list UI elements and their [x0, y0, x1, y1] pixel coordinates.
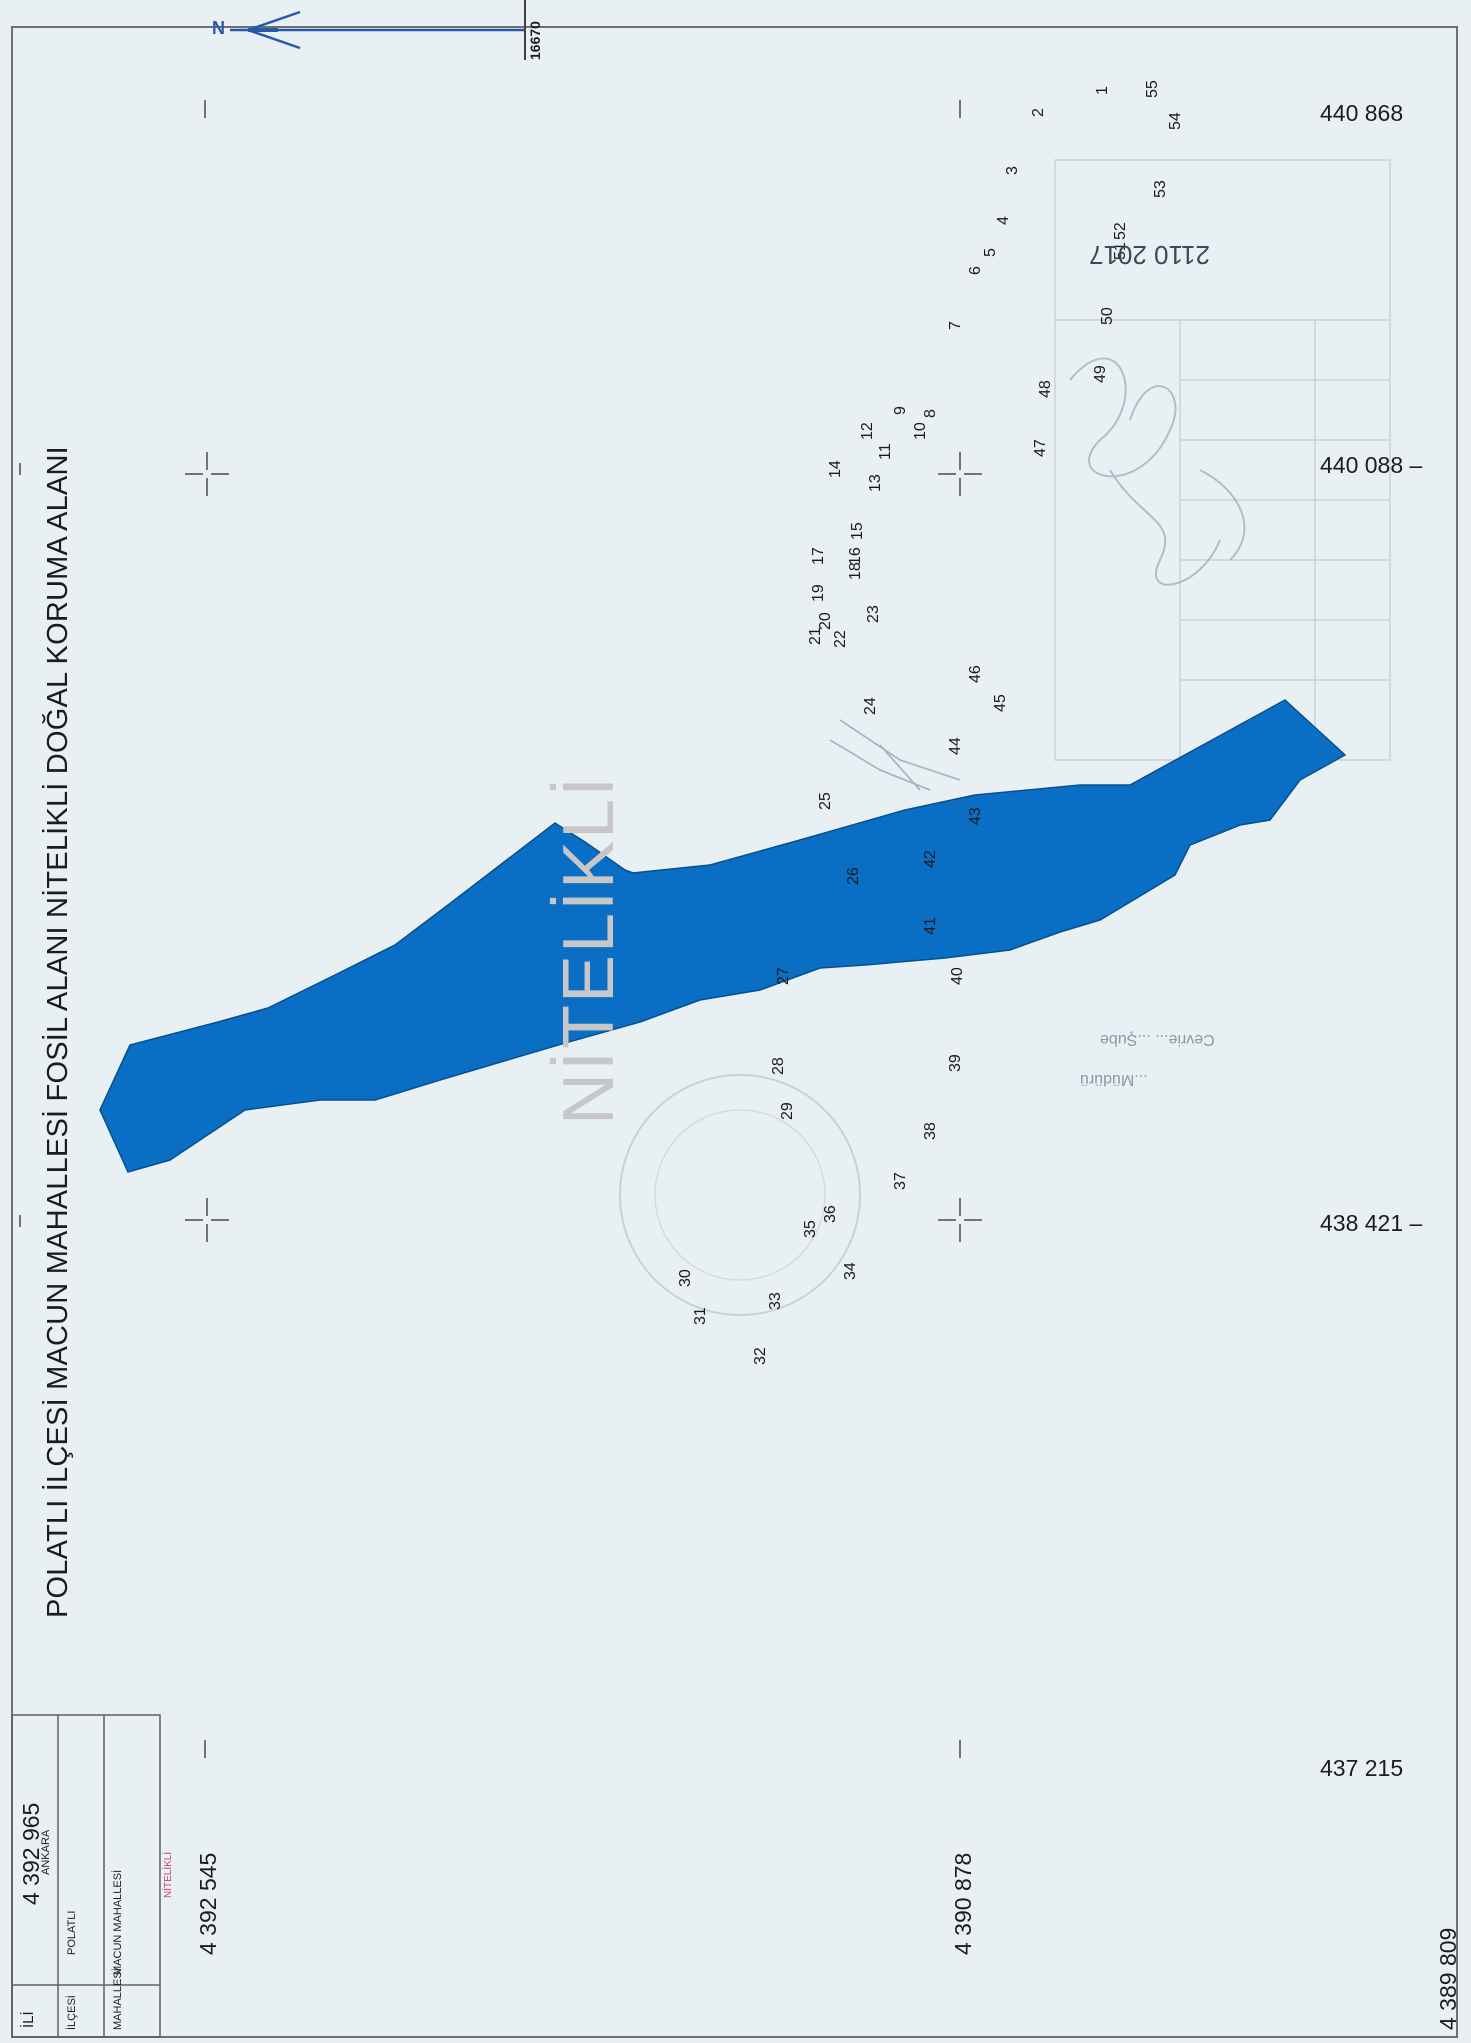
boundary-point-label-41: 41: [922, 917, 939, 935]
boundary-point-label-45: 45: [992, 694, 1009, 712]
coord-label-right-top: 440 868: [1320, 100, 1404, 126]
legend-ilce-label: İLÇESİ: [66, 1995, 78, 2030]
legend-mahalle-value: MACUN MAHALLESİ: [112, 1869, 124, 1975]
boundary-point-label-54: 54: [1167, 112, 1184, 130]
coord-label-right-bottom: 437 215: [1320, 1755, 1404, 1781]
stamp-name-line1: Cevrie... ...Şube: [1100, 1031, 1215, 1048]
grid-crosses: [185, 452, 982, 1242]
boundary-point-label-17: 17: [810, 547, 827, 565]
boundary-point-label-20: 20: [817, 612, 834, 630]
boundary-point-label-5: 5: [982, 248, 999, 257]
official-seal-icon: [619, 1074, 861, 1316]
boundary-point-label-2: 2: [1030, 108, 1047, 117]
boundary-point-label-18: 18: [847, 562, 864, 580]
boundary-point-label-25: 25: [817, 792, 834, 810]
boundary-point-label-14: 14: [827, 460, 844, 478]
legend-mahalle-label: MAHALLESİ: [112, 1968, 124, 2030]
boundary-point-label-30: 30: [677, 1269, 694, 1287]
boundary-point-label-24: 24: [862, 697, 879, 715]
legend-category: NİTELİKLİ: [163, 1851, 174, 1898]
legend-il-value: ANKARA: [40, 1829, 52, 1875]
boundary-point-label-48: 48: [1037, 380, 1054, 398]
boundary-point-label-9: 9: [892, 406, 909, 415]
boundary-point-label-7: 7: [947, 321, 964, 330]
signature-icon: [1069, 357, 1246, 586]
legend-il-label: İLİ: [20, 2011, 37, 2028]
coord-label-bottom-1: 4 392 545: [195, 1852, 221, 1955]
boundary-point-label-31: 31: [692, 1307, 709, 1325]
grid-ticks: [19, 100, 961, 1758]
boundary-point-label-46: 46: [967, 665, 984, 683]
boundary-point-label-39: 39: [947, 1054, 964, 1072]
boundary-point-label-33: 33: [767, 1292, 784, 1310]
north-arrow-icon: [230, 10, 525, 50]
boundary-point-label-8: 8: [922, 409, 939, 418]
coord-label-bottom-2: 4 390 878: [950, 1852, 976, 1955]
map-frame: [11, 26, 1458, 2038]
boundary-point-label-32: 32: [752, 1347, 769, 1365]
boundary-point-label-35: 35: [802, 1220, 819, 1238]
sheet-number: 16670: [527, 21, 543, 60]
boundary-point-label-3: 3: [1004, 166, 1021, 175]
boundary-point-label-44: 44: [947, 737, 964, 755]
boundary-point-label-4: 4: [995, 216, 1012, 225]
boundary-point-label-6: 6: [967, 266, 984, 275]
boundary-point-label-13: 13: [867, 474, 884, 492]
boundary-point-label-11: 11: [877, 443, 894, 460]
legend-box: [11, 1714, 161, 2038]
boundary-point-label-16: 16: [847, 547, 864, 565]
boundary-point-label-23: 23: [865, 605, 882, 623]
coord-label-right-low: 438 421 –: [1320, 1210, 1423, 1236]
boundary-point-label-26: 26: [845, 867, 862, 885]
boundary-point-label-19: 19: [810, 584, 827, 602]
north-label: N: [212, 18, 225, 38]
stamp-date: 2110 2017: [1089, 240, 1210, 270]
boundary-point-label-27: 27: [775, 967, 792, 985]
coord-label-bottom-3: 4 389 809: [1435, 1927, 1461, 2030]
boundary-point-label-12: 12: [859, 422, 876, 440]
boundary-point-label-29: 29: [779, 1102, 796, 1120]
boundary-point-label-36: 36: [822, 1205, 839, 1223]
boundary-point-label-37: 37: [892, 1172, 909, 1190]
boundary-point-label-21: 21: [807, 627, 824, 645]
boundary-point-label-53: 53: [1152, 180, 1169, 198]
watermark-text: NİTELİKLİ: [549, 774, 629, 1125]
boundary-point-label-38: 38: [922, 1122, 939, 1140]
boundary-point-label-34: 34: [842, 1262, 859, 1280]
legend-ilce-value: POLATLI: [66, 1910, 78, 1955]
boundary-point-label-52: 52: [1112, 222, 1129, 240]
stamp-name-line2: ...Müdürü: [1080, 1071, 1148, 1088]
boundary-point-label-43: 43: [967, 807, 984, 825]
boundary-point-label-15: 15: [849, 522, 866, 540]
boundary-point-label-42: 42: [922, 850, 939, 868]
boundary-point-label-49: 49: [1092, 365, 1109, 383]
ink-marks-icon: [829, 719, 961, 791]
boundary-point-label-1: 1: [1094, 86, 1111, 95]
boundary-point-label-47: 47: [1032, 439, 1049, 457]
boundary-point-label-28: 28: [770, 1057, 787, 1075]
boundary-point-label-22: 22: [832, 630, 849, 648]
coord-label-right-mid: 440 088 –: [1320, 452, 1423, 478]
map-title: POLATLI İLÇESİ MACUN MAHALLESİ FOSİL ALA…: [42, 446, 74, 1618]
boundary-point-label-50: 50: [1099, 307, 1116, 325]
boundary-point-label-40: 40: [949, 967, 966, 985]
protected-area-polygon: [99, 699, 1347, 1173]
boundary-point-label-51: 51: [1112, 242, 1129, 260]
boundary-point-label-10: 10: [912, 422, 929, 440]
boundary-point-label-55: 55: [1144, 80, 1161, 98]
